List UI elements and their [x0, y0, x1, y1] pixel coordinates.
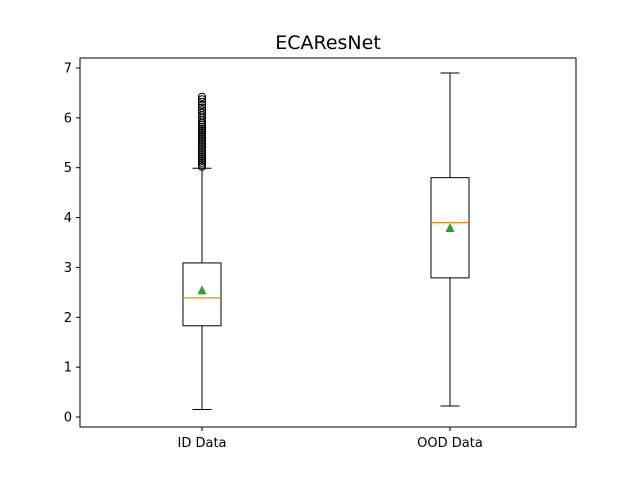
y-tick-label: 6: [64, 111, 72, 126]
x-tick-label: ID Data: [177, 436, 226, 451]
outlier-point: [197, 134, 207, 143]
y-tick-label: 3: [64, 261, 72, 276]
outlier-point: [197, 108, 207, 117]
outlier-point: [197, 97, 207, 106]
outlier-point: [197, 100, 207, 109]
outlier-point: [197, 95, 207, 104]
outlier-point: [197, 126, 207, 135]
y-tick-label: 1: [64, 361, 72, 376]
outlier-point: [197, 136, 207, 145]
y-tick-label: 5: [64, 161, 72, 176]
outlier-point: [197, 156, 207, 165]
outlier-point: [197, 142, 207, 151]
plot-area: 0 1 2 3 4 5 6 7 ID Data OOD Data: [64, 61, 483, 451]
outlier-point: [197, 148, 207, 157]
outlier-point: [197, 154, 207, 163]
outlier-point: [197, 122, 207, 131]
outlier-point: [197, 152, 207, 161]
outlier-point: [197, 150, 207, 159]
y-tick-label: 2: [64, 311, 72, 326]
chart-title: ECAResNet: [275, 32, 381, 54]
outlier-point: [197, 160, 207, 169]
outlier-point: [197, 144, 207, 153]
y-tick-label: 4: [64, 211, 72, 226]
y-tick-label: 0: [64, 411, 72, 426]
outlier-point: [197, 106, 207, 115]
outlier-point: [197, 124, 207, 133]
mean-marker: [445, 223, 455, 233]
x-tick-label: OOD Data: [417, 436, 483, 451]
box: [182, 262, 222, 327]
outlier-point: [197, 130, 207, 139]
outlier-point: [197, 103, 207, 112]
outlier-point: [197, 140, 207, 149]
outlier-point: [197, 158, 207, 167]
outlier-point: [197, 128, 207, 137]
box: [430, 177, 470, 279]
mean-marker: [197, 285, 207, 295]
outlier-point: [197, 146, 207, 155]
outlier-point: [197, 138, 207, 147]
outlier-point: [197, 132, 207, 141]
outlier-point: [197, 162, 207, 171]
plot-frame: [79, 57, 577, 428]
y-tick-label: 7: [64, 61, 72, 76]
outlier-point: [197, 92, 207, 101]
box-group: [430, 72, 470, 407]
box-group: [182, 92, 222, 411]
